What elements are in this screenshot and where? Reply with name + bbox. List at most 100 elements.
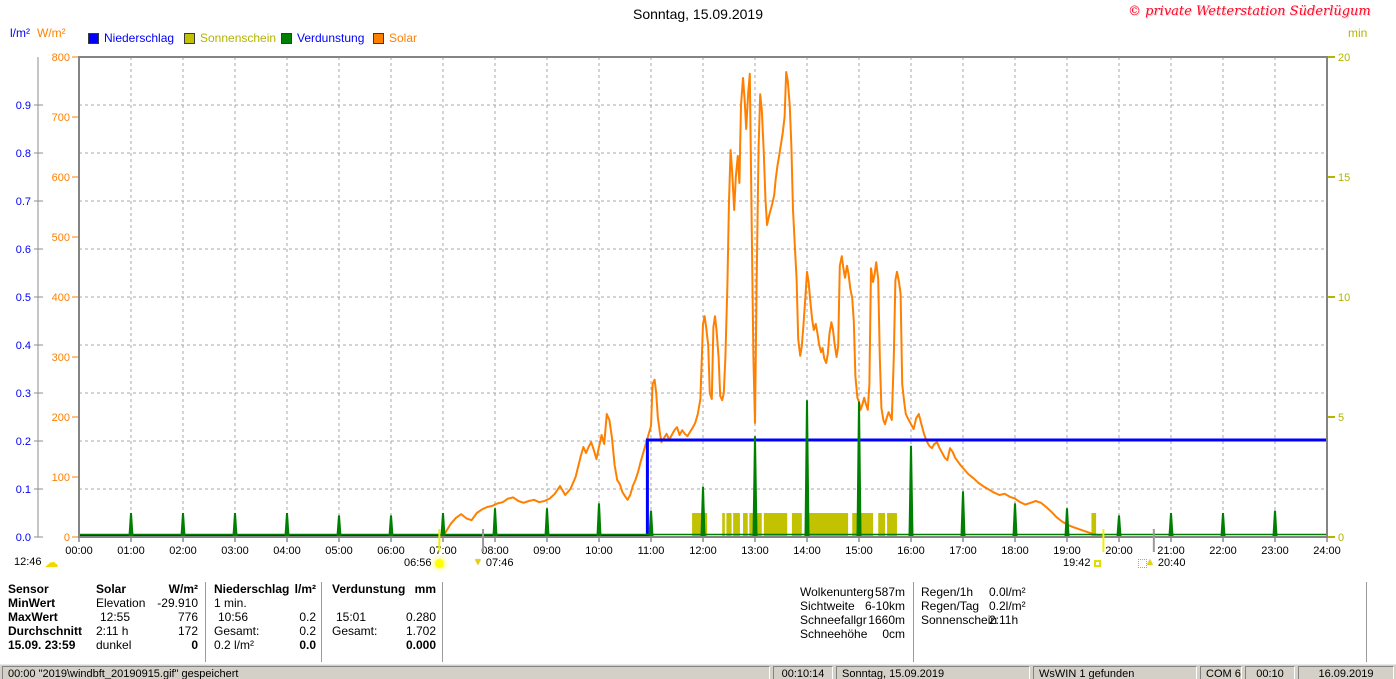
x-axis-tick-label: 23:00 [1261, 545, 1289, 557]
rainday-value: 0.2l/m² [989, 599, 1026, 613]
legend-item-verdunstung: Verdunstung [281, 31, 364, 45]
sunshine-bar [722, 513, 725, 537]
orange-axis-tick-label: 800 [52, 52, 70, 64]
rain1h-label: Regen/1h [921, 585, 974, 599]
x-axis-tick-label: 02:00 [169, 545, 197, 557]
evap-col-header: Verdunstung [332, 582, 406, 596]
right-axis-unit: min [1348, 26, 1368, 40]
status-date: 16.09.2019 [1298, 666, 1394, 679]
table-divider [321, 582, 322, 662]
status-bar: 00:00 "2019\windbft_20190915.gif" gespei… [0, 664, 1396, 679]
blue-axis-tick-label: 0.1 [16, 484, 31, 496]
sunshine-bar [791, 513, 802, 537]
evap-total-value: 1.702 [405, 624, 436, 638]
solar-max-value: 776 [177, 610, 198, 624]
verdunstung-spike [804, 400, 810, 536]
solar-col-header: Solar [96, 582, 127, 596]
left-axis-unit-blue: l/m² [10, 26, 30, 40]
x-axis-tick-label: 11:00 [638, 545, 665, 557]
x-axis-tick-label: 03:00 [221, 545, 249, 557]
moon-transit-marker: 12:46 ☁ [14, 555, 59, 569]
x-axis-tick-label: 14:00 [793, 545, 821, 557]
snowline-value: 1660m [868, 613, 905, 627]
x-axis-tick-label: 10:00 [585, 545, 613, 557]
sunshine-duration-label: Sonnenschein [921, 613, 998, 627]
verdunstung-spike [284, 513, 290, 536]
x-axis-tick-label: 15:00 [845, 545, 873, 557]
rain-total-label: Gesamt: [214, 624, 260, 638]
blue-axis-tick-label: 0.0 [16, 532, 31, 544]
rain-now-value: 0.0 [299, 638, 316, 652]
verdunstung-spike [1168, 513, 1174, 536]
solar-swatch-icon [373, 32, 384, 44]
niederschlag-swatch-icon [88, 32, 99, 44]
verdunstung-spike [336, 515, 342, 536]
sunshine-bar [887, 513, 897, 537]
legend-label: Verdunstung [297, 31, 365, 45]
right-axis-tick-label: 15 [1338, 172, 1350, 184]
stats-row-label: MaxWert [8, 610, 58, 624]
x-axis-tick-label: 24:00 [1313, 545, 1341, 557]
evap-total-label: Gesamt: [332, 624, 378, 638]
status-clock: 00:10 [1245, 666, 1295, 679]
x-axis-tick-label: 19:00 [1053, 545, 1081, 557]
rainday-label: Regen/Tag [921, 599, 980, 613]
sunshine-bar [743, 513, 748, 537]
blue-axis-tick-label: 0.5 [16, 292, 31, 304]
blue-axis-tick-label: 0.7 [16, 196, 31, 208]
solar-col-unit: W/m² [168, 582, 198, 596]
legend-item-niederschlag: Niederschlag [88, 31, 174, 45]
x-axis-tick-label: 16:00 [897, 545, 925, 557]
solar-avg-value: 172 [177, 624, 198, 638]
stats-row-label: Durchschnitt [8, 624, 83, 638]
moonrise-marker: ▲ 20:40 [1138, 557, 1185, 569]
verdunstung-spike [1220, 513, 1226, 536]
sunset-time: 19:42 [1063, 557, 1091, 569]
table-divider [1366, 582, 1367, 662]
plot-border [78, 56, 1328, 538]
verdunstung-spike [388, 515, 394, 536]
x-axis-tick-label: 06:00 [377, 545, 405, 557]
snowline-label: Schneefallgr [800, 613, 867, 627]
solar-min-label: Elevation [96, 596, 146, 610]
sonnenschein-swatch-icon [184, 32, 195, 44]
cloudbase-value: 587m [874, 585, 905, 599]
x-axis-tick-label: 21:00 [1157, 545, 1185, 557]
moonset-marker: ▼ 07:46 [473, 557, 513, 569]
moonrise-time: 20:40 [1157, 557, 1186, 569]
verdunstung-spike [700, 486, 706, 536]
blue-axis-tick-label: 0.9 [16, 100, 31, 112]
moon-transit-time: 12:46 [14, 556, 42, 568]
table-divider [442, 582, 443, 662]
solar-avg-label: 2:11 h [96, 624, 129, 638]
status-uptime: 00:10:14 [773, 666, 833, 679]
right-axis-tick-label: 20 [1338, 52, 1350, 64]
x-axis-tick-label: 04:00 [273, 545, 301, 557]
snowdepth-label: Schneehöhe [800, 627, 868, 641]
table-divider [205, 582, 206, 662]
snowdepth-value: 0cm [882, 627, 905, 641]
blue-axis-tick-label: 0.4 [16, 340, 31, 352]
x-axis-tick-label: 22:00 [1209, 545, 1237, 557]
sunshine-bar [763, 513, 788, 537]
status-message: 00:00 "2019\windbft_20190915.gif" gespei… [2, 666, 770, 679]
page-title: Sonntag, 15.09.2019 [632, 6, 763, 22]
orange-axis-tick-label: 0 [64, 532, 70, 544]
stats-row-label: Sensor [8, 582, 49, 596]
evap-max-time: 15:01 [336, 610, 367, 624]
arrow-down-icon: ▼ [473, 557, 483, 568]
verdunstung-spike [648, 510, 654, 536]
legend-label: Sonnenschein [200, 31, 277, 45]
x-axis-tick-label: 13:00 [741, 545, 769, 557]
legend-label: Niederschlag [104, 31, 175, 45]
right-axis-tick-label: 0 [1338, 532, 1344, 544]
sunshine-bar [878, 513, 885, 537]
evap-col-unit: mm [414, 582, 436, 596]
right-axis-tick-label: 10 [1338, 292, 1350, 304]
moonset-time: 07:46 [485, 557, 514, 569]
x-axis-tick-label: 09:00 [533, 545, 561, 557]
orange-axis-tick-label: 200 [52, 412, 70, 424]
status-chart-date: Sonntag, 15.09.2019 [836, 666, 1030, 679]
x-axis-tick-label: 07:00 [429, 545, 457, 557]
